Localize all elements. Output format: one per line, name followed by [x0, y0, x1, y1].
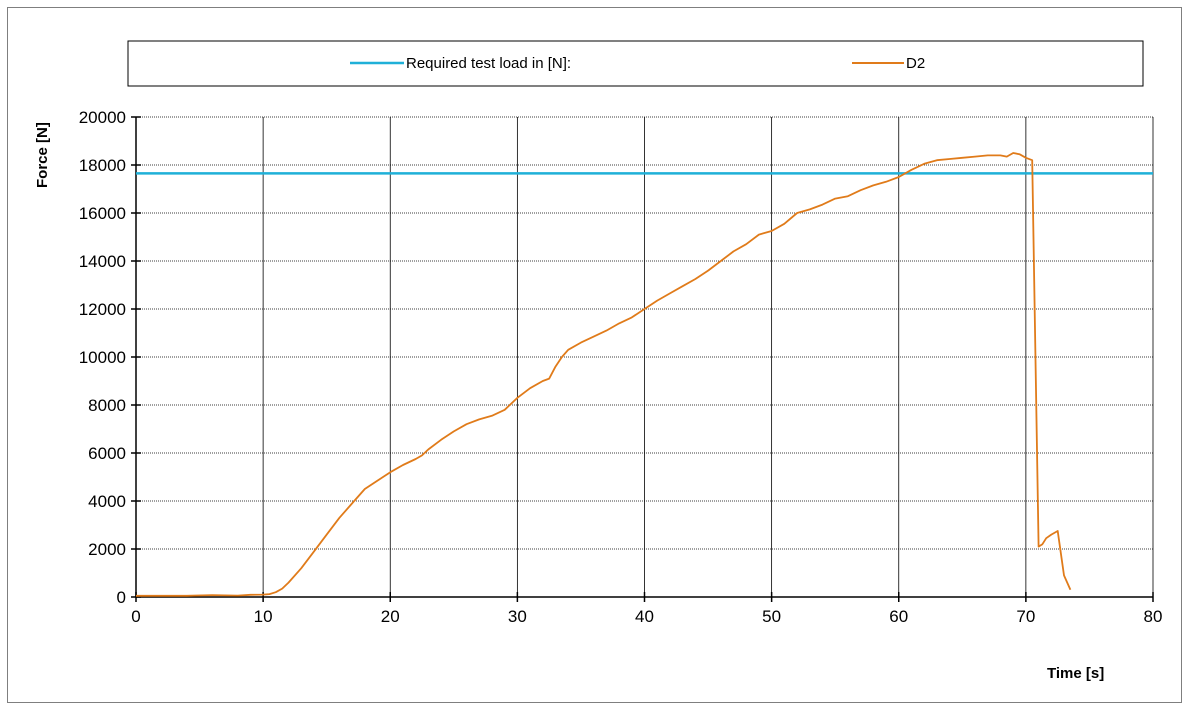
- x-axis-title: Time [s]: [1047, 665, 1104, 682]
- y-tick-label: 18000: [79, 156, 126, 175]
- x-tick-label: 20: [381, 607, 400, 626]
- y-tick-label: 16000: [79, 204, 126, 223]
- y-tick-label: 4000: [88, 492, 126, 511]
- series: [136, 152, 1153, 597]
- y-tick-label: 2000: [88, 540, 126, 559]
- x-tick-label: 60: [889, 607, 908, 626]
- y-tick-label: 0: [117, 588, 126, 607]
- line-chart: Required test load in [N]: D2 0 10 20 30 40 5…: [34, 40, 1163, 682]
- x-tick-label: 30: [508, 607, 527, 626]
- legend-label-required-load: Required test load in [N]:: [406, 55, 571, 72]
- x-tick-label: 40: [635, 607, 654, 626]
- x-tick-label: 10: [254, 607, 273, 626]
- y-tick-label: 14000: [79, 252, 126, 271]
- y-axis-title: Force [N]: [34, 122, 51, 188]
- y-tick-label: 20000: [79, 108, 126, 127]
- legend: Required test load in [N]: D2: [350, 55, 925, 72]
- x-tick-label: 50: [762, 607, 781, 626]
- tick-labels: 0 10 20 30 40 50 60 70 80 0 2000 4000 6000 8000 10000 1…: [79, 108, 1163, 626]
- y-tick-label: 12000: [79, 300, 126, 319]
- x-tick-label: 0: [131, 607, 140, 626]
- y-tick-label: 10000: [79, 348, 126, 367]
- axes: [131, 116, 1154, 602]
- x-tick-label: 70: [1016, 607, 1035, 626]
- x-tick-label: 80: [1144, 607, 1163, 626]
- legend-label-d2: D2: [906, 55, 925, 72]
- chart-frame: Required test load in [N]: D2 0 10 20 30 40 5…: [7, 7, 1182, 703]
- series-line-d2: [136, 152, 1072, 597]
- y-tick-label: 8000: [88, 396, 126, 415]
- legend-box: [127, 40, 1144, 87]
- y-tick-label: 6000: [88, 444, 126, 463]
